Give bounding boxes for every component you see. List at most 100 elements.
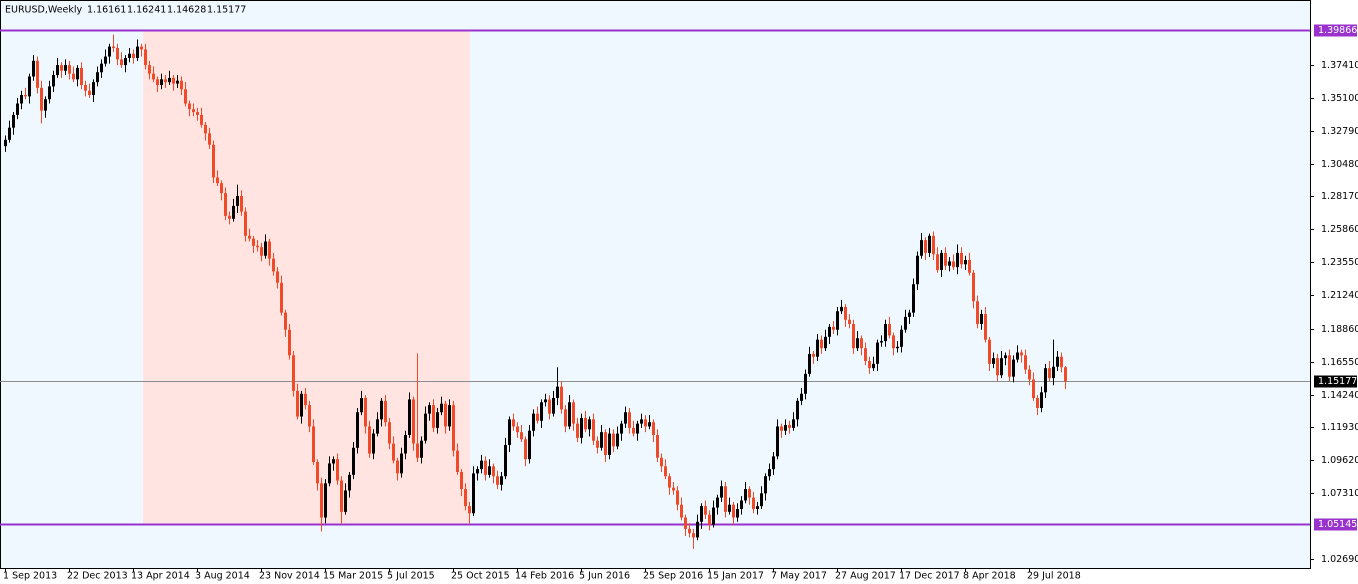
x-tick-label: 14 Feb 2016 bbox=[515, 571, 574, 582]
candle-body bbox=[212, 144, 215, 178]
price-axis-bg bbox=[1311, 0, 1358, 584]
candle-body bbox=[408, 399, 411, 436]
candle-body bbox=[100, 63, 103, 73]
x-tick-label: 27 Aug 2017 bbox=[835, 571, 896, 582]
candle-body bbox=[564, 409, 567, 427]
candle-body bbox=[632, 427, 635, 434]
candle-body bbox=[868, 361, 871, 369]
price-label: 1.15177 bbox=[1318, 376, 1357, 387]
candle-body bbox=[948, 261, 951, 266]
candle-body bbox=[32, 60, 35, 77]
candle-body bbox=[724, 486, 727, 512]
candle-body bbox=[804, 373, 807, 394]
candle-body bbox=[508, 419, 511, 445]
candle-body bbox=[336, 459, 339, 481]
candle-body bbox=[1000, 358, 1003, 376]
y-tick-label: 1.02690 bbox=[1321, 554, 1358, 565]
candle-body bbox=[1024, 355, 1027, 370]
candle-body bbox=[96, 72, 99, 83]
candle-body bbox=[392, 443, 395, 461]
candle-body bbox=[292, 355, 295, 391]
candle-body bbox=[504, 444, 507, 477]
candle-body bbox=[1016, 352, 1019, 360]
candle-body bbox=[440, 403, 443, 413]
candle-body bbox=[480, 460, 483, 470]
candle-body bbox=[852, 324, 855, 349]
candle-body bbox=[332, 459, 335, 464]
candle-body bbox=[312, 426, 315, 463]
candle-body bbox=[704, 506, 707, 515]
candle-body bbox=[276, 271, 279, 283]
candle-body bbox=[840, 306, 843, 312]
candle-body bbox=[340, 480, 343, 512]
candle-body bbox=[932, 235, 935, 255]
candle-body bbox=[860, 338, 863, 349]
candle-body bbox=[720, 486, 723, 498]
candle-body bbox=[604, 432, 607, 455]
x-tick-label: 17 Dec 2017 bbox=[899, 571, 960, 582]
chart-header: EURUSD,Weekly 1.16161 1.16241 1.14628 1.… bbox=[5, 5, 246, 16]
candle-body bbox=[572, 402, 575, 424]
candle-body bbox=[892, 335, 895, 349]
y-tick-label: 1.28170 bbox=[1321, 191, 1358, 202]
candle-body bbox=[384, 400, 387, 423]
y-tick-label: 1.32790 bbox=[1321, 126, 1358, 137]
candle-body bbox=[664, 466, 667, 477]
candle-body bbox=[992, 358, 995, 364]
candle-body bbox=[264, 241, 267, 256]
candle-body bbox=[208, 133, 211, 145]
candle-body bbox=[836, 311, 839, 330]
candle-body bbox=[168, 77, 171, 83]
candle-body bbox=[24, 94, 27, 97]
candle-body bbox=[172, 77, 175, 84]
candle-body bbox=[1008, 355, 1011, 377]
candle-body bbox=[524, 439, 527, 460]
candle-body bbox=[416, 443, 419, 458]
candle-body bbox=[808, 353, 811, 374]
candle-body bbox=[316, 462, 319, 484]
candle-body bbox=[1028, 369, 1031, 380]
candle-body bbox=[700, 506, 703, 522]
candle-body bbox=[360, 398, 363, 413]
x-tick-label: 29 Jul 2018 bbox=[1027, 571, 1081, 582]
candle-body bbox=[120, 59, 123, 66]
candle-body bbox=[696, 521, 699, 538]
candle-body bbox=[648, 422, 651, 427]
candle-body bbox=[1060, 356, 1063, 368]
candle-body bbox=[968, 260, 971, 273]
candle-body bbox=[240, 195, 243, 212]
level-label: 1.39866 bbox=[1318, 25, 1357, 36]
x-tick-label: 8 Apr 2018 bbox=[963, 571, 1016, 582]
chart-title: EURUSD,Weekly bbox=[5, 5, 83, 16]
candle-body bbox=[1064, 367, 1067, 382]
candle-body bbox=[188, 103, 191, 110]
y-tick-label: 1.07310 bbox=[1321, 488, 1358, 499]
candle-body bbox=[176, 80, 179, 84]
candle-body bbox=[936, 254, 939, 270]
y-tick-label: 1.21240 bbox=[1321, 290, 1358, 301]
candle-body bbox=[960, 252, 963, 265]
candle-body bbox=[712, 507, 715, 525]
candle-body bbox=[200, 114, 203, 125]
candle-body bbox=[692, 533, 695, 538]
candle-body bbox=[132, 53, 135, 58]
candle-body bbox=[456, 450, 459, 472]
candle-body bbox=[396, 460, 399, 474]
candle-body bbox=[88, 90, 91, 95]
x-tick-label: 15 Jan 2017 bbox=[707, 571, 764, 582]
candle-body bbox=[52, 75, 55, 87]
candle-body bbox=[44, 99, 47, 111]
candle-body bbox=[924, 240, 927, 253]
candle-body bbox=[60, 65, 63, 71]
candle-body bbox=[364, 398, 367, 427]
candle-body bbox=[828, 326, 831, 337]
candle-body bbox=[192, 109, 195, 113]
candle-body bbox=[460, 471, 463, 490]
candle-body bbox=[848, 319, 851, 325]
candle-body bbox=[476, 469, 479, 474]
candle-body bbox=[520, 432, 523, 440]
level-layer bbox=[0, 29, 1310, 526]
candle-body bbox=[432, 405, 435, 428]
candle-body bbox=[624, 412, 627, 424]
candle-body bbox=[568, 402, 571, 427]
